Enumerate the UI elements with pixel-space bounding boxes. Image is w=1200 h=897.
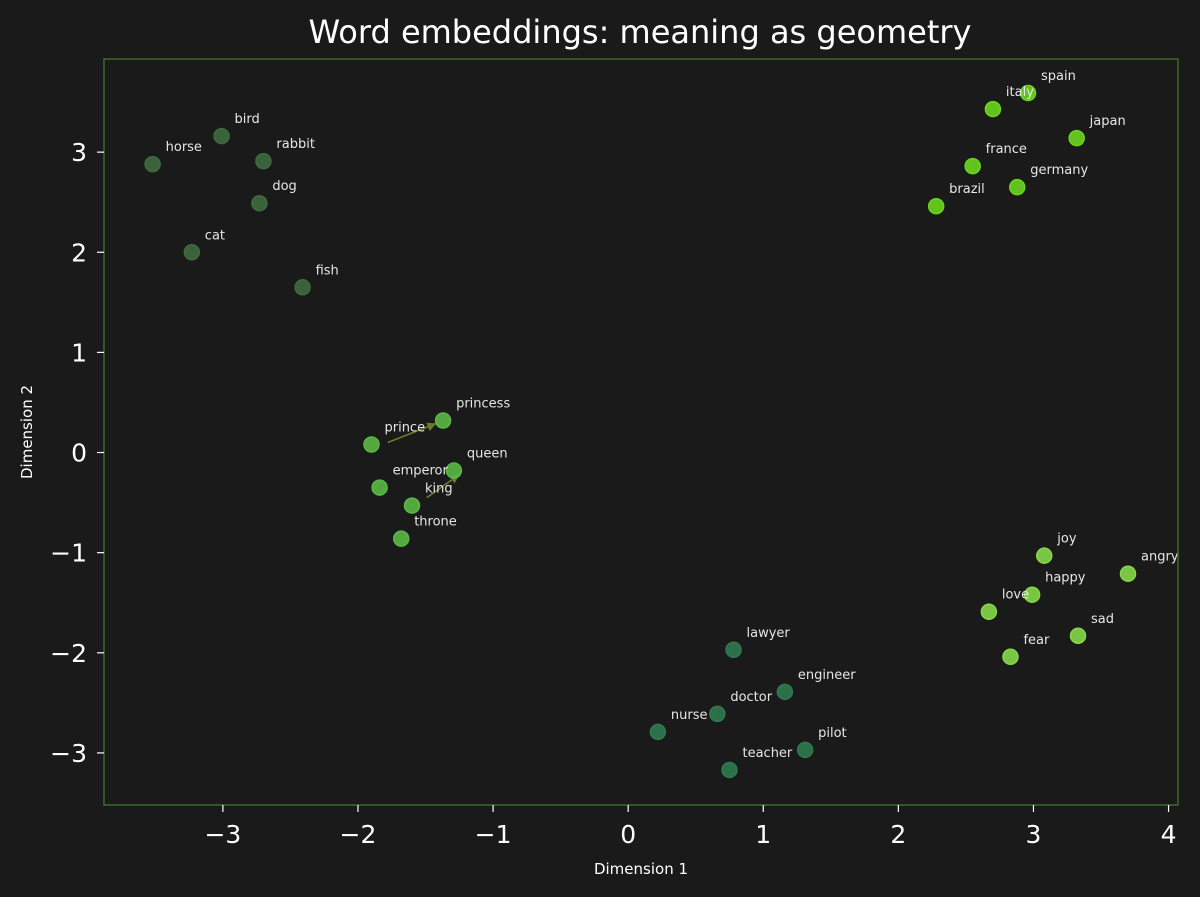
word-label-pilot: pilot	[818, 726, 847, 741]
word-label-fish: fish	[316, 263, 339, 278]
x-tick-label: −1	[475, 820, 512, 849]
word-label-rabbit: rabbit	[276, 137, 315, 152]
point-dog	[251, 194, 268, 212]
y-tick-label: 3	[71, 138, 87, 167]
y-tick-label: 0	[71, 439, 87, 468]
word-label-love: love	[1002, 588, 1029, 603]
word-label-brazil: brazil	[949, 182, 985, 197]
point-lawyer	[725, 641, 742, 659]
word-label-prince: prince	[384, 421, 425, 436]
x-axis-label: Dimension 1	[594, 860, 688, 878]
y-axis-ticks: −3 −2 −1 0 1 2 3	[50, 138, 104, 768]
point-cat	[183, 244, 201, 261]
point-throne	[392, 530, 410, 547]
points-layer	[144, 84, 1137, 779]
word-label-sad: sad	[1091, 612, 1114, 627]
plot-frame	[103, 58, 1179, 806]
word-label-horse: horse	[166, 140, 202, 155]
x-tick-label: 0	[620, 820, 636, 849]
y-axis-label: Dimension 2	[18, 385, 36, 479]
word-label-spain: spain	[1041, 69, 1076, 84]
x-tick-label: 3	[1025, 820, 1041, 849]
chart-title: Word embeddings: meaning as geometry	[309, 13, 972, 51]
point-fish	[294, 279, 311, 296]
word-label-nurse: nurse	[671, 708, 708, 723]
word-label-italy: italy	[1006, 85, 1034, 100]
point-prince	[363, 436, 380, 453]
word-label-france: france	[986, 142, 1027, 157]
point-france	[964, 157, 981, 175]
word-label-queen: queen	[467, 447, 508, 462]
word-label-fear: fear	[1023, 633, 1050, 648]
word-label-doctor: doctor	[730, 690, 772, 705]
point-joy	[1036, 547, 1053, 564]
y-tick-label: −1	[50, 539, 87, 568]
labels-layer: horse bird rabbit dog cat fish prince princess q…	[166, 69, 1179, 761]
point-italy	[984, 100, 1002, 118]
word-label-bird: bird	[235, 112, 260, 127]
word-label-japan: japan	[1089, 114, 1126, 129]
word-label-cat: cat	[205, 228, 225, 243]
word-label-throne: throne	[414, 515, 457, 530]
point-king	[403, 497, 421, 514]
word-label-king: king	[425, 482, 453, 497]
point-angry	[1119, 565, 1137, 582]
x-tick-label: −2	[340, 820, 377, 849]
x-tick-label: −3	[204, 820, 241, 849]
point-love	[980, 603, 998, 620]
point-rabbit	[255, 152, 272, 170]
word-label-lawyer: lawyer	[747, 626, 791, 641]
word-label-princess: princess	[456, 396, 510, 411]
word-label-happy: happy	[1045, 571, 1086, 586]
word-label-teacher: teacher	[742, 746, 792, 761]
point-fear	[1002, 648, 1019, 666]
point-sad	[1069, 627, 1087, 645]
point-doctor	[709, 705, 726, 723]
point-brazil	[927, 197, 945, 215]
word-label-joy: joy	[1056, 532, 1077, 547]
word-label-angry: angry	[1141, 550, 1179, 565]
word-label-dog: dog	[272, 179, 296, 194]
y-tick-label: −2	[50, 639, 87, 668]
point-happy	[1023, 586, 1041, 603]
y-tick-label: 1	[71, 338, 87, 367]
y-tick-label: −3	[50, 739, 87, 768]
analogy-arrow	[387, 422, 437, 444]
x-tick-label: 4	[1161, 820, 1177, 849]
point-emperor	[371, 479, 388, 496]
point-germany	[1008, 178, 1026, 196]
word-label-germany: germany	[1030, 163, 1088, 178]
point-nurse	[649, 723, 667, 741]
x-tick-label: 2	[890, 820, 906, 849]
point-teacher	[721, 761, 738, 779]
point-queen	[445, 462, 463, 479]
point-princess	[434, 412, 452, 429]
x-tick-label: 1	[755, 820, 771, 849]
word-label-engineer: engineer	[798, 668, 856, 683]
point-bird	[213, 127, 230, 145]
point-japan	[1068, 129, 1085, 147]
point-spain	[1019, 84, 1037, 102]
word-label-emperor: emperor	[393, 464, 449, 479]
point-horse	[144, 155, 161, 173]
point-pilot	[796, 741, 814, 759]
point-engineer	[776, 683, 794, 701]
x-axis-ticks: −3 −2 −1 0 1 2 3 4	[204, 805, 1176, 849]
y-tick-label: 2	[71, 238, 87, 267]
